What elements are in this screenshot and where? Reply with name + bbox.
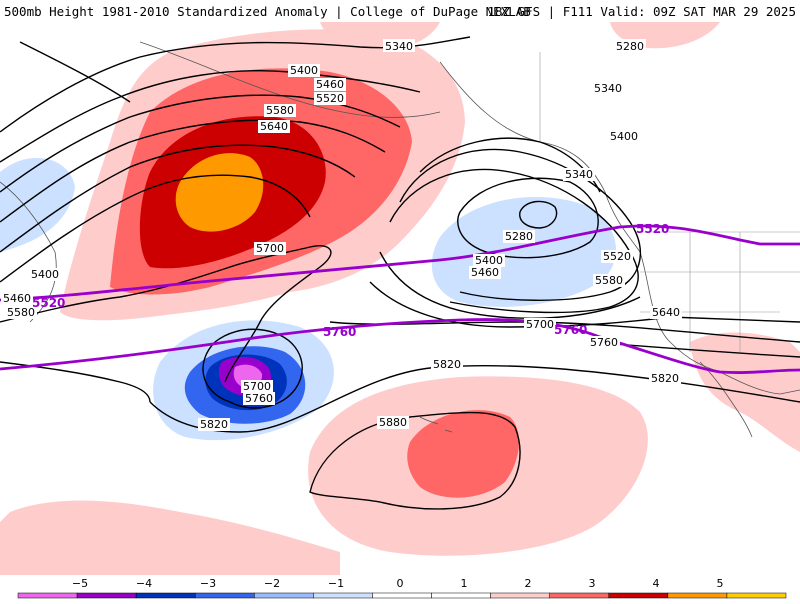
contour-label: 5400 xyxy=(610,130,638,143)
coastline-baja xyxy=(699,361,753,438)
contour-label: 5760 xyxy=(245,392,273,405)
contour-5700-main xyxy=(0,245,332,383)
colorbar-tick-label: 1 xyxy=(461,577,468,590)
contour-5580-west xyxy=(0,144,356,253)
highlight-contour-5760 xyxy=(0,318,800,374)
positive-anomaly-shading xyxy=(0,22,800,575)
highlight-contour-5520 xyxy=(0,224,800,302)
colorbar-swatch xyxy=(726,592,787,599)
colorbar-tick-label: −3 xyxy=(200,577,216,590)
contour-5580-pacific xyxy=(379,251,641,319)
contour-5460-west xyxy=(0,94,401,193)
contour-label: 5340 xyxy=(385,40,413,53)
contour-label: 5400 xyxy=(31,268,59,281)
contour-label: 5400 xyxy=(290,64,318,77)
contour-label: 5580 xyxy=(266,104,294,117)
anomaly-neg1-region-pacific xyxy=(431,197,617,307)
contour-5400-pacific xyxy=(399,148,641,301)
colorbar-swatch xyxy=(667,592,728,599)
colorbar-swatch xyxy=(549,592,610,599)
colorbar-swatch xyxy=(194,592,255,599)
map-title: 500mb Height 1981-2010 Standardized Anom… xyxy=(4,4,531,19)
contour-label: 5520 xyxy=(603,250,631,263)
colorbar-swatch xyxy=(431,592,491,599)
colorbar-ticks: −5 −4 −3 −2 −1 0 1 2 3 4 5 xyxy=(72,577,724,590)
colorbar-swatch xyxy=(372,592,432,599)
colorbar-tick-label: −2 xyxy=(264,577,280,590)
contour-5520-west xyxy=(0,119,386,223)
highlight-label: 5760 xyxy=(554,323,587,337)
colorbar-tick-label: 3 xyxy=(589,577,596,590)
colorbar-swatch xyxy=(76,592,137,599)
contour-label: 5820 xyxy=(651,372,679,385)
contour-label: 5580 xyxy=(595,274,623,287)
border-states-1 xyxy=(640,232,800,352)
anomaly-colorbar: −5 −4 −3 −2 −1 0 1 2 3 4 5 xyxy=(0,575,800,600)
contour-5460-pacific xyxy=(389,168,639,314)
state-borders xyxy=(539,52,800,352)
colorbar-swatch xyxy=(17,592,78,599)
colorbar-swatch xyxy=(313,592,373,599)
colorbar-swatch xyxy=(608,592,669,599)
colorbar-tick-label: 4 xyxy=(653,577,660,590)
contour-5400-west xyxy=(0,70,421,163)
contour-5280-west xyxy=(19,41,131,103)
coastline-aleutians xyxy=(139,41,441,118)
colorbar-tick-label: −4 xyxy=(136,577,152,590)
contour-5280-inner xyxy=(519,200,558,229)
contour-label: 5760 xyxy=(590,336,618,349)
coastline-hawaii xyxy=(419,416,453,433)
anomaly-pos4-region xyxy=(175,153,264,232)
contour-5760-low xyxy=(202,328,303,409)
contour-label: 5460 xyxy=(316,78,344,91)
highlight-contours xyxy=(0,224,800,374)
contour-5640-pacific xyxy=(369,281,800,328)
colorbar-tick-label: 5 xyxy=(717,577,724,590)
colorbar-swatch xyxy=(490,592,550,599)
contour-label: 5580 xyxy=(7,306,35,319)
highlight-label: 5520 xyxy=(636,222,669,236)
anomaly-pos2-region-hawaii xyxy=(407,410,520,498)
contour-label: 5700 xyxy=(256,242,284,255)
contour-label: 5340 xyxy=(594,82,622,95)
contour-label: 5520 xyxy=(316,92,344,105)
highlight-contour-labels: 5520 5520 5760 5760 xyxy=(32,222,669,339)
model-valid-time: 18Z GFS | F111 Valid: 09Z SAT MAR 29 202… xyxy=(487,4,796,19)
contour-label: 5460 xyxy=(3,292,31,305)
colorbar-swatch xyxy=(254,592,314,599)
contour-label: 5280 xyxy=(505,230,533,243)
contour-5280-low xyxy=(457,177,599,259)
contour-label: 5820 xyxy=(200,418,228,431)
contour-label: 5400 xyxy=(475,254,503,267)
contour-label: 5700 xyxy=(526,318,554,331)
colorbar-tick-label: 0 xyxy=(397,577,404,590)
contour-label: 5700 xyxy=(243,380,271,393)
anomaly-neg1-region-west xyxy=(0,157,75,252)
colorbar-swatch xyxy=(135,592,196,599)
contour-label: 5820 xyxy=(433,358,461,371)
contour-label: 5280 xyxy=(616,40,644,53)
anomaly-pos1-region-southwest xyxy=(0,500,340,575)
colorbar-swatches xyxy=(17,592,787,599)
contour-label: 5880 xyxy=(379,416,407,429)
colorbar-tick-label: −5 xyxy=(72,577,88,590)
contour-label: 5340 xyxy=(565,168,593,181)
weather-map: 5340 5280 5340 5400 5460 5520 5580 5640 … xyxy=(0,22,800,575)
coastline-asia xyxy=(0,181,57,323)
contour-label: 5640 xyxy=(260,120,288,133)
map-header: 500mb Height 1981-2010 Standardized Anom… xyxy=(0,0,800,22)
contour-5640-west xyxy=(0,174,311,283)
colorbar-tick-label: 2 xyxy=(525,577,532,590)
colorbar-tick-label: −1 xyxy=(328,577,344,590)
contour-labels: 5340 5280 5340 5400 5460 5520 5580 5640 … xyxy=(1,39,682,431)
contour-label: 5460 xyxy=(471,266,499,279)
highlight-label: 5520 xyxy=(32,296,65,310)
contour-label: 5640 xyxy=(652,306,680,319)
highlight-label: 5760 xyxy=(323,325,356,339)
